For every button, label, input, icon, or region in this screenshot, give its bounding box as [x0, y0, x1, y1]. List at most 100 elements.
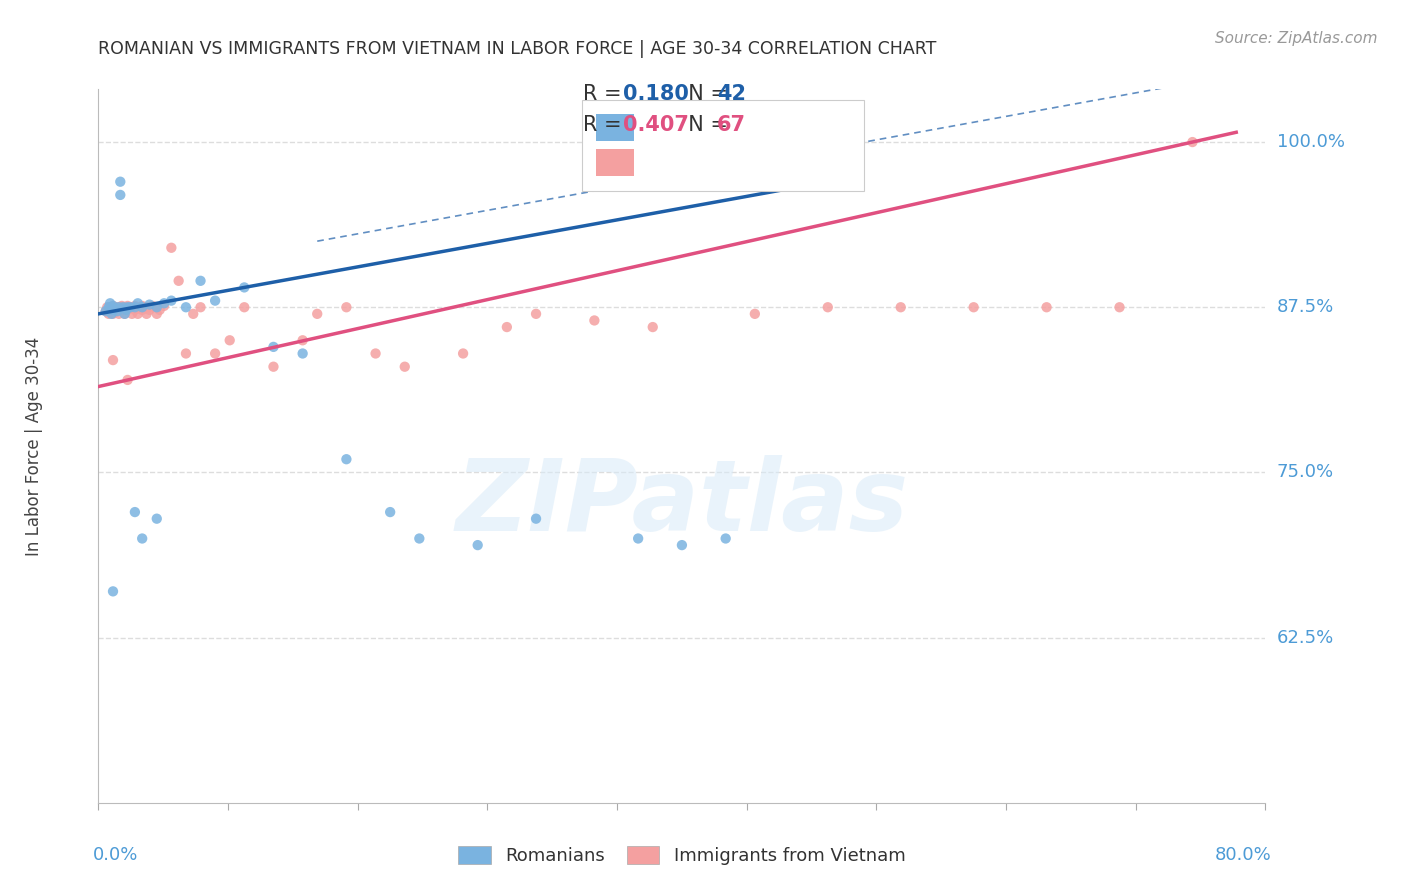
- Point: [96, 300, 118, 314]
- Text: R =: R =: [583, 84, 628, 103]
- Point: [101, 299, 124, 313]
- Point: [1181, 135, 1204, 149]
- Point: [174, 346, 197, 360]
- Point: [1108, 300, 1130, 314]
- Point: [153, 296, 176, 310]
- Point: [108, 300, 131, 314]
- Text: ZIPatlas: ZIPatlas: [456, 455, 908, 551]
- Point: [110, 188, 132, 202]
- Point: [94, 304, 117, 318]
- Point: [117, 299, 139, 313]
- Point: [204, 346, 226, 360]
- Point: [142, 300, 165, 314]
- Point: [160, 293, 183, 308]
- Point: [524, 307, 547, 321]
- Point: [190, 274, 212, 288]
- Point: [408, 532, 430, 546]
- Point: [131, 532, 153, 546]
- Point: [104, 301, 127, 316]
- Point: [335, 300, 357, 314]
- Point: [524, 511, 547, 525]
- Point: [124, 505, 146, 519]
- Point: [138, 297, 160, 311]
- Point: [121, 307, 143, 321]
- Point: [112, 300, 135, 314]
- Point: [641, 320, 664, 334]
- Point: [583, 313, 606, 327]
- Text: R =: R =: [583, 115, 628, 135]
- Point: [262, 359, 284, 374]
- Point: [127, 307, 149, 321]
- Text: ROMANIAN VS IMMIGRANTS FROM VIETNAM IN LABOR FORCE | AGE 30-34 CORRELATION CHART: ROMANIAN VS IMMIGRANTS FROM VIETNAM IN L…: [98, 40, 936, 58]
- Point: [131, 300, 153, 314]
- Point: [890, 300, 912, 314]
- Point: [110, 175, 132, 189]
- Point: [262, 340, 284, 354]
- Point: [495, 320, 517, 334]
- Text: 75.0%: 75.0%: [1277, 464, 1334, 482]
- Point: [122, 300, 145, 314]
- Text: 67: 67: [717, 115, 747, 135]
- Point: [110, 300, 132, 314]
- Point: [174, 300, 197, 314]
- Point: [190, 300, 212, 314]
- Legend: Romanians, Immigrants from Vietnam: Romanians, Immigrants from Vietnam: [458, 846, 905, 865]
- Point: [160, 241, 183, 255]
- Point: [101, 299, 124, 313]
- Point: [117, 302, 139, 317]
- Point: [204, 293, 226, 308]
- Point: [125, 300, 148, 314]
- Text: 62.5%: 62.5%: [1277, 629, 1334, 647]
- Point: [101, 353, 124, 368]
- Point: [233, 280, 256, 294]
- Point: [378, 505, 402, 519]
- Point: [124, 302, 146, 317]
- Text: Source: ZipAtlas.com: Source: ZipAtlas.com: [1215, 31, 1378, 46]
- Point: [97, 307, 120, 321]
- Point: [94, 304, 117, 318]
- Point: [114, 307, 136, 321]
- Point: [307, 307, 329, 321]
- Point: [817, 300, 839, 314]
- Point: [110, 302, 132, 317]
- Point: [117, 300, 139, 314]
- Point: [218, 333, 240, 347]
- Point: [146, 300, 169, 314]
- Text: 0.180: 0.180: [623, 84, 689, 103]
- Point: [146, 511, 169, 525]
- Point: [134, 300, 156, 314]
- Point: [451, 346, 474, 360]
- Text: 87.5%: 87.5%: [1277, 298, 1334, 317]
- Text: N =: N =: [675, 115, 734, 135]
- Point: [120, 300, 142, 314]
- Point: [136, 300, 159, 314]
- Point: [111, 299, 134, 313]
- Point: [105, 304, 128, 318]
- Point: [124, 300, 146, 314]
- Point: [714, 532, 737, 546]
- Point: [131, 299, 153, 313]
- Point: [127, 296, 149, 310]
- Point: [104, 302, 127, 317]
- Point: [146, 307, 169, 321]
- Point: [962, 300, 984, 314]
- Point: [167, 274, 190, 288]
- Point: [131, 302, 153, 317]
- Text: 80.0%: 80.0%: [1215, 846, 1271, 863]
- Point: [138, 302, 160, 317]
- Point: [98, 300, 121, 314]
- Point: [1035, 300, 1057, 314]
- Point: [291, 333, 314, 347]
- Point: [744, 307, 766, 321]
- Text: 42: 42: [717, 84, 747, 103]
- Point: [135, 307, 157, 321]
- Point: [149, 302, 172, 317]
- Text: 0.0%: 0.0%: [93, 846, 138, 863]
- Point: [467, 538, 489, 552]
- Point: [394, 359, 416, 374]
- Text: 0.407: 0.407: [623, 115, 689, 135]
- Point: [627, 532, 650, 546]
- Point: [233, 300, 256, 314]
- Point: [101, 584, 124, 599]
- Point: [671, 538, 693, 552]
